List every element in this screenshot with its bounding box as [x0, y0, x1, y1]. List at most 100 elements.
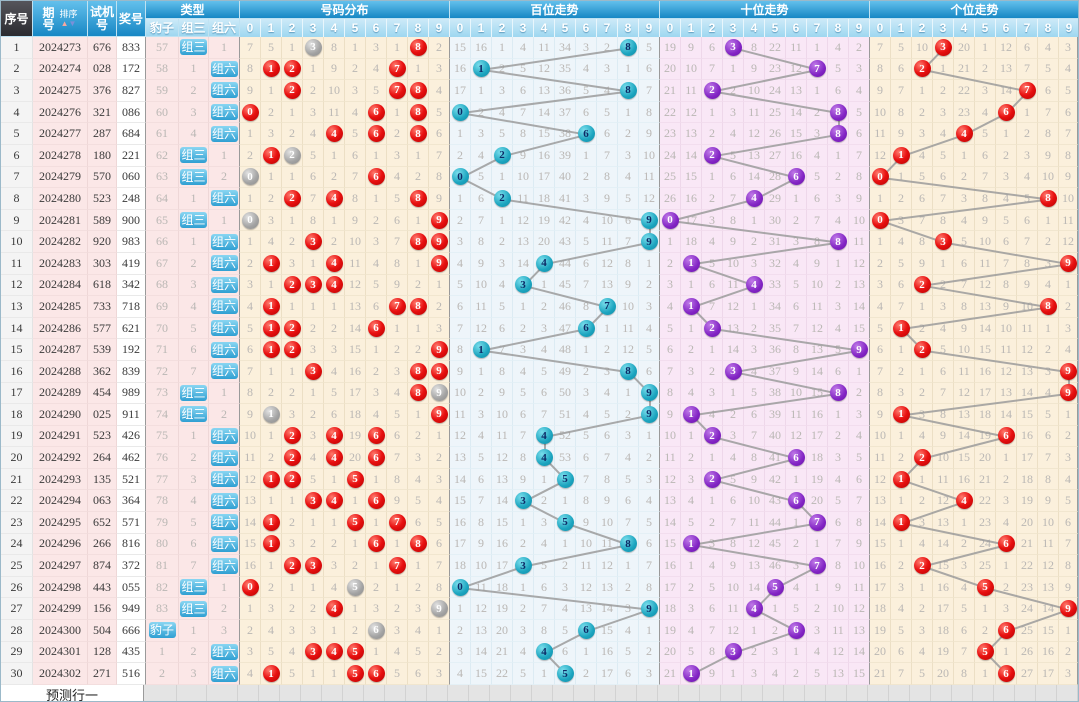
- cell-dist-5: 10: [345, 231, 366, 253]
- cell-ge-6: 12: [996, 360, 1017, 383]
- cell-shi-1: 2: [681, 576, 702, 599]
- cell-bai-9: 6: [639, 58, 660, 81]
- cell-shi-6: 2: [786, 533, 807, 556]
- cell-dist-4: 2: [324, 533, 345, 556]
- cell-qihao: 2024287: [33, 339, 88, 361]
- cell-ge-6: 2: [996, 468, 1017, 491]
- cell-dist-7: 9: [387, 490, 408, 513]
- cell-shi-6: 4: [786, 252, 807, 275]
- cell-dist-3: 3: [303, 101, 324, 124]
- cell-shi-9: 9: [849, 533, 870, 556]
- cell-bai-8: 5: [618, 641, 639, 664]
- cell-dist-2: 1: [282, 101, 303, 124]
- ball-ge-6: 6: [997, 535, 1015, 553]
- cell-dist-5: 1: [345, 490, 366, 513]
- column-header-jianghao: 奖号: [117, 1, 146, 37]
- cell-shijihao: 454: [88, 382, 117, 405]
- cell-bai-1: 2: [471, 382, 492, 405]
- cell-shi-6: 6: [786, 447, 807, 469]
- cell-dist-9: 8: [429, 166, 450, 189]
- cell-dist-5: 11: [345, 252, 366, 275]
- ball-ge-9: 9: [1059, 254, 1077, 272]
- cell-dist-8: 1: [408, 58, 429, 81]
- ball-shi-7: 7: [808, 513, 826, 531]
- cell-type-baozi: 64: [146, 188, 179, 210]
- cell-dist-6: 3: [366, 598, 387, 621]
- ball-dist-2: 2: [283, 449, 301, 467]
- cell-bai-6: 12: [576, 576, 597, 599]
- cell-bai-2: 20: [492, 620, 513, 642]
- sort-arrows: ▲▼: [61, 18, 77, 28]
- cell-bai-7: 6: [597, 425, 618, 448]
- cell-bai-2: 4: [492, 101, 513, 124]
- cell-ge-8: 8: [1038, 123, 1059, 145]
- cell-dist-0: 14: [240, 512, 261, 534]
- cell-bai-0: 18: [450, 555, 471, 577]
- sort-desc-icon[interactable]: ▼: [68, 18, 77, 28]
- cell-ge-6: 6: [996, 533, 1017, 556]
- sort-asc-icon[interactable]: ▲: [60, 18, 69, 28]
- cell-ge-1: 4: [891, 231, 912, 253]
- cell-bai-0: 4: [450, 252, 471, 275]
- ball-shi-6: 6: [787, 449, 805, 467]
- cell-ge-3: 13: [933, 512, 954, 534]
- ball-bai-0: 0: [451, 103, 469, 121]
- cell-bai-8: 8: [618, 80, 639, 102]
- gray-ball-dist-9: 9: [430, 384, 448, 402]
- cell-bai-6: 4: [576, 58, 597, 81]
- cell-type-zuliu: 组六: [209, 317, 240, 340]
- cell-shi-0: 9: [660, 404, 681, 426]
- cell-dist-8: 2: [408, 425, 429, 448]
- cell-bai-2: 6: [492, 317, 513, 340]
- cell-ge-1: 1: [891, 404, 912, 426]
- cell-bai-8: 6: [618, 490, 639, 513]
- type-badge: 组六: [210, 449, 238, 466]
- cell-ge-2: 4: [912, 425, 933, 448]
- cell-shi-2: 2: [702, 468, 723, 491]
- cell-dist-7: 5: [387, 188, 408, 210]
- cell-bai-9: 3: [639, 663, 660, 685]
- cell-shi-1: 1: [681, 317, 702, 340]
- cell-dist-6: 4: [366, 252, 387, 275]
- cell-ge-4: 7: [954, 641, 975, 664]
- cell-dist-4: 1: [324, 512, 345, 534]
- cell-shi-6: 16: [786, 144, 807, 167]
- cell-shi-4: 2: [744, 641, 765, 664]
- cell-bai-9: 1: [639, 620, 660, 642]
- ball-ge-8: 8: [1039, 189, 1057, 207]
- cell-jianghao: 989: [117, 382, 146, 405]
- cell-bai-4: 1: [534, 468, 555, 491]
- cell-dist-4: 4: [324, 576, 345, 599]
- cell-ge-2: 3: [912, 123, 933, 145]
- column-header-qihao[interactable]: 期号 排序 ▲▼: [33, 1, 88, 37]
- ball-dist-3: 3: [304, 233, 322, 251]
- cell-shi-0: 14: [660, 512, 681, 534]
- cell-ge-0: 2: [870, 252, 891, 275]
- cell-shi-4: 4: [744, 274, 765, 297]
- cell-bai-6: 4: [576, 404, 597, 426]
- cell-bai-0: 7: [450, 317, 471, 340]
- cell-shi-9: 9: [849, 339, 870, 361]
- cell-dist-0: 1: [240, 188, 261, 210]
- gray-ball-dist-2: 2: [283, 146, 301, 164]
- cell-shijihao: 589: [88, 209, 117, 232]
- cell-type-zusan: 6: [179, 533, 209, 556]
- cell-ge-4: 13: [954, 404, 975, 426]
- cell-bai-6: 6: [576, 620, 597, 642]
- cell-qihao: 2024276: [33, 101, 88, 124]
- ball-shi-3: 3: [724, 362, 742, 380]
- cell-bai-5: 36: [555, 80, 576, 102]
- ball-bai-9: 9: [640, 384, 658, 402]
- cell-bai-2: 3: [492, 80, 513, 102]
- cell-shi-2: 1: [702, 447, 723, 469]
- cell-shi-8: 2: [828, 166, 849, 189]
- cell-xuhao: 4: [1, 101, 33, 124]
- type-badge: 组六: [210, 471, 238, 488]
- cell-dist-6: 2: [366, 209, 387, 232]
- cell-dist-4: 4: [324, 641, 345, 664]
- cell-dist-9: 1: [429, 425, 450, 448]
- cell-bai-7: 6: [597, 123, 618, 145]
- cell-dist-6: 1: [366, 339, 387, 361]
- cell-shi-1: 4: [681, 490, 702, 513]
- cell-type-zuliu: 组六: [209, 188, 240, 210]
